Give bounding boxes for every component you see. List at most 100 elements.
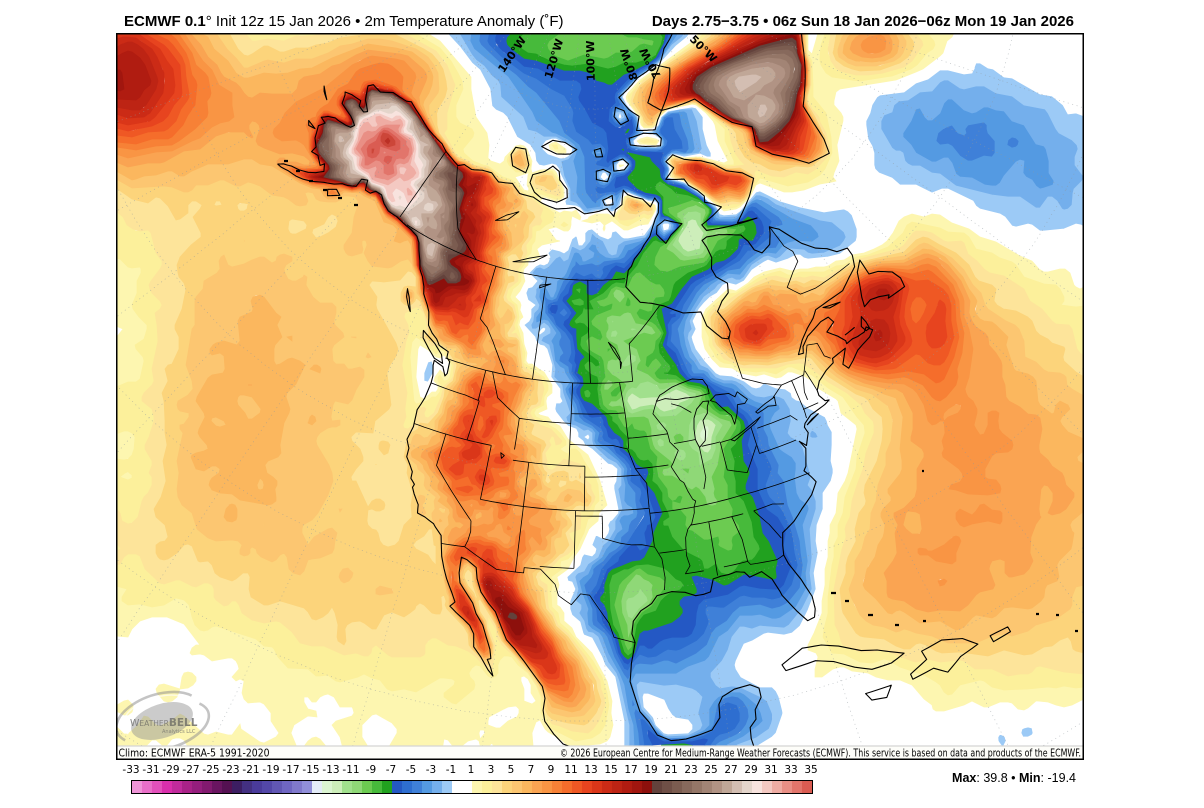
- min-label: Min: [1019, 771, 1041, 785]
- colorbar-tick: -1: [445, 764, 457, 776]
- min-value: -19.4: [1047, 771, 1077, 785]
- colorbar-cell: [422, 781, 432, 793]
- attribution-strip: [117, 746, 1083, 760]
- colorbar-tick: -23: [222, 764, 240, 776]
- colorbar-cell: [782, 781, 792, 793]
- colorbar-cell: [742, 781, 752, 793]
- max-min-readout: Max: 39.8 • Min: -19.4: [952, 771, 1076, 785]
- colorbar-tick: 11: [564, 764, 578, 776]
- colorbar-cell: [582, 781, 592, 793]
- colorbar-cell: [492, 781, 502, 793]
- colorbar-cell: [412, 781, 422, 793]
- colorbar-cell: [732, 781, 742, 793]
- colorbar-cell: [322, 781, 332, 793]
- colorbar-cell: [382, 781, 392, 793]
- colorbar-tick: -5: [405, 764, 417, 776]
- colorbar-cell: [672, 781, 682, 793]
- colorbar-tick: -13: [322, 764, 340, 776]
- colorbar-cell: [652, 781, 662, 793]
- colorbar-cell: [432, 781, 442, 793]
- logo-swirl-arm: [134, 702, 211, 746]
- colorbar-tick: 13: [584, 764, 598, 776]
- lon-label: 100°W: [584, 40, 598, 81]
- state-borders: [399, 151, 850, 643]
- colorbar-tick: 1: [467, 764, 475, 776]
- climo-label: Climo: ECMWF ERA-5 1991-2020: [119, 748, 270, 760]
- colorbar-tick: 19: [644, 764, 658, 776]
- colorbar-cell: [682, 781, 692, 793]
- colorbar-cell: [482, 781, 492, 793]
- colorbar-tick: -25: [202, 764, 220, 776]
- colorbar-cell: [172, 781, 182, 793]
- colorbar-cell: [292, 781, 302, 793]
- colorbar-cell: [792, 781, 802, 793]
- colorbar-tick: -17: [282, 764, 300, 776]
- colorbar-cell: [202, 781, 212, 793]
- anomaly-field: [116, 33, 1084, 746]
- colorbar-cell: [132, 781, 142, 793]
- colorbar-cell: [572, 781, 582, 793]
- logo-subtext: Analytics LLC: [162, 729, 196, 735]
- graticule: [116, 33, 1084, 746]
- colorbar-cell: [372, 781, 382, 793]
- logo-swirl-highlight: [122, 694, 188, 735]
- colorbar-tick: -29: [162, 764, 180, 776]
- colorbar-cell: [642, 781, 652, 793]
- small-islands: [284, 159, 1078, 633]
- colorbar-cell: [752, 781, 762, 793]
- colorbar-cell: [532, 781, 542, 793]
- colorbar-ticks: -33 -31 -29 -27 -25 -23 -21 -19 -17 -15 -13 -11 -9 -7…: [0, 764, 1204, 778]
- colorbar-cell: [452, 781, 462, 793]
- colorbar-cell: [702, 781, 712, 793]
- colorbar-cell: [272, 781, 282, 793]
- colorbar-cell: [462, 781, 472, 793]
- colorbar-cell: [762, 781, 772, 793]
- lakes: [495, 211, 777, 459]
- coastlines: [277, 33, 1078, 746]
- colorbar-tick: 21: [664, 764, 678, 776]
- colorbar-tick: -21: [242, 764, 260, 776]
- colorbar-cell: [722, 781, 732, 793]
- colorbar-cell: [472, 781, 482, 793]
- colorbar-tick: 33: [784, 764, 798, 776]
- colorbar-tick: -3: [425, 764, 437, 776]
- weather-map: 140°W 120°W 100°W 80°W70°W 50°W WEATHERBELL …: [116, 33, 1084, 760]
- colorbar-tick: -31: [142, 764, 160, 776]
- colorbar-cell: [612, 781, 622, 793]
- colorbar-tick: 17: [624, 764, 638, 776]
- colorbar-cell: [522, 781, 532, 793]
- colorbar-cell: [632, 781, 642, 793]
- colorbar-tick: 3: [487, 764, 495, 776]
- title-details: ° Init 12z 15 Jan 2026 • 2m Temperature …: [205, 13, 564, 30]
- colorbar-cell: [182, 781, 192, 793]
- map-frame: [116, 33, 1084, 760]
- colorbar-cell: [712, 781, 722, 793]
- colorbar-tick: -15: [302, 764, 320, 776]
- colorbar-cell: [802, 781, 812, 793]
- colorbar-cell: [142, 781, 152, 793]
- colorbar-cell: [592, 781, 602, 793]
- colorbar-tick: 15: [604, 764, 618, 776]
- colorbar-cell: [342, 781, 352, 793]
- colorbar-tick: 35: [804, 764, 818, 776]
- colorbar-cell: [402, 781, 412, 793]
- colorbar-cell: [442, 781, 452, 793]
- colorbar-cell: [152, 781, 162, 793]
- colorbar-cell: [512, 781, 522, 793]
- colorbar-cell: [252, 781, 262, 793]
- colorbar-cell: [352, 781, 362, 793]
- colorbar-tick: 5: [507, 764, 515, 776]
- colorbar-cell: [212, 781, 222, 793]
- colorbar-cell: [162, 781, 172, 793]
- colorbar: [131, 780, 813, 794]
- colorbar-cell: [222, 781, 232, 793]
- colorbar-tick: -19: [262, 764, 280, 776]
- valid-time-title: Days 2.75−3.75 • 06z Sun 18 Jan 2026−06z…: [651, 13, 1074, 30]
- map-title: ECMWF 0.1° Init 12z 15 Jan 2026 • 2m Tem…: [124, 13, 564, 30]
- colorbar-tick: 23: [684, 764, 698, 776]
- model-name: ECMWF 0.1: [124, 13, 206, 30]
- colorbar-cell: [312, 781, 322, 793]
- max-value: 39.8: [983, 771, 1008, 785]
- colorbar-cell: [562, 781, 572, 793]
